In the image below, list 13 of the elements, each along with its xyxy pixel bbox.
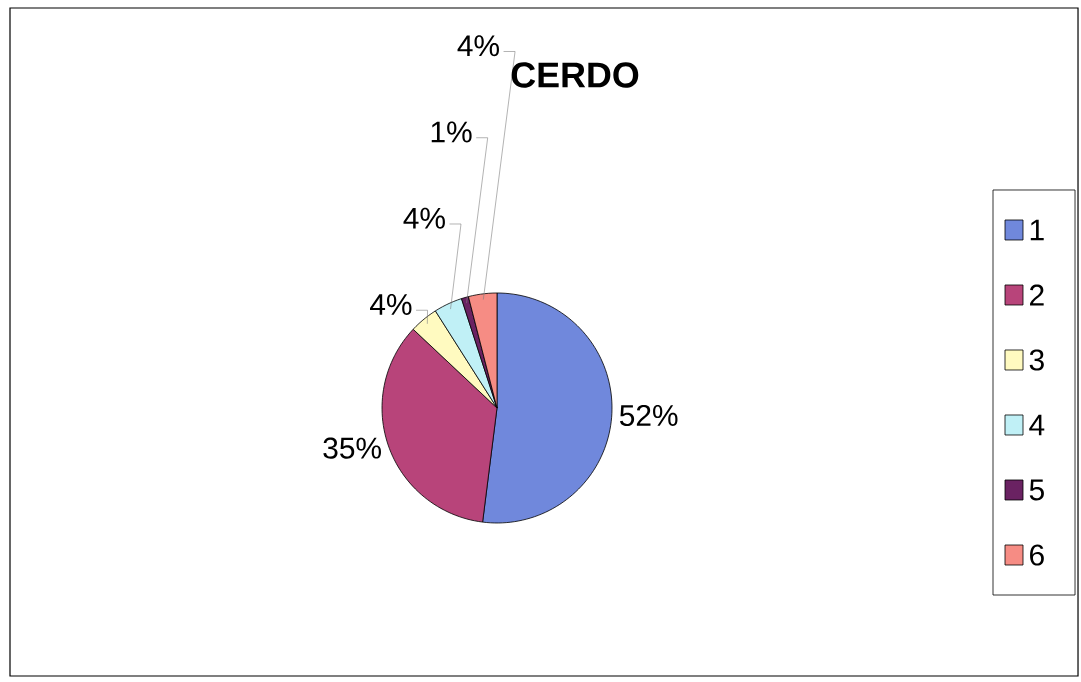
data-label: 52% — [619, 404, 678, 427]
legend-label: 6 — [1030, 544, 1044, 566]
legend-label: 1 — [1030, 219, 1044, 241]
data-label: 1% — [431, 121, 472, 143]
legend-label: 5 — [1029, 479, 1044, 501]
data-label: 35% — [323, 437, 381, 459]
data-label: 4% — [403, 207, 445, 229]
data-label: 4% — [370, 294, 412, 315]
legend-label: 4 — [1029, 414, 1045, 436]
legend-label: 2 — [1030, 284, 1044, 306]
data-label: 4% — [457, 35, 499, 57]
text: CERDO — [511, 62, 639, 88]
legend-label: 3 — [1029, 349, 1044, 371]
